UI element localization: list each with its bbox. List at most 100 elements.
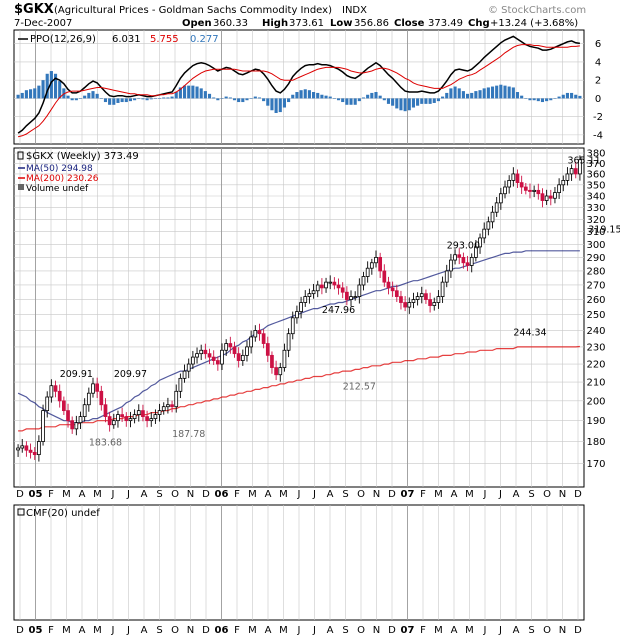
ppo-histogram-bar <box>320 94 324 99</box>
price-candle-body <box>311 290 316 295</box>
ppo-histogram-bar <box>499 84 503 99</box>
price-candle-body <box>16 447 20 451</box>
price-candle-body <box>116 414 120 422</box>
price-legend-title: $GKX (Weekly) 373.49 <box>26 151 139 162</box>
ppo-histogram-bar <box>291 94 295 99</box>
price-candle-body <box>249 336 253 348</box>
ppo-histogram-bar <box>353 98 357 105</box>
price-candle-body <box>320 284 324 289</box>
ma200-line <box>18 345 580 432</box>
price-tick-label: 180 <box>586 437 605 448</box>
month-label: A <box>141 625 148 636</box>
price-candles <box>16 155 582 462</box>
month-label: N <box>559 625 566 636</box>
price-candle-body <box>215 360 220 365</box>
ppo-histogram-bar <box>20 92 24 99</box>
price-candle-body <box>95 383 100 392</box>
ppo-histogram-bar <box>78 98 83 99</box>
open-value: 360.33 <box>213 18 248 29</box>
price-annotation: 293.00 <box>447 240 480 251</box>
price-candle-body <box>174 390 179 408</box>
month-label: J <box>312 489 316 500</box>
price-candle-body <box>378 256 383 272</box>
price-candle-body <box>195 353 199 358</box>
ppo-histogram-bar <box>324 95 328 99</box>
price-candle-body <box>182 370 187 379</box>
ppo-histogram-bar <box>287 98 291 103</box>
low-value: 356.86 <box>354 18 389 29</box>
chg-label: Chg <box>468 18 490 29</box>
price-tick-label: 330 <box>586 203 605 214</box>
month-label: J <box>297 489 301 500</box>
price-candle-body <box>228 343 233 348</box>
price-candle-body <box>74 422 79 430</box>
ppo-histogram-bar <box>274 98 278 113</box>
ppo-histogram-bar <box>515 92 520 99</box>
price-candle-body <box>128 418 133 422</box>
ppo-histogram-bar <box>457 88 461 99</box>
open-label: Open <box>182 18 212 29</box>
price-candle-body <box>419 293 424 297</box>
ppo-histogram-bar <box>374 92 378 99</box>
month-label: O <box>543 625 551 636</box>
month-label: A <box>451 625 458 636</box>
price-candle-body <box>136 410 141 416</box>
ppo-histogram-bar <box>528 98 532 101</box>
month-label: M <box>465 489 474 500</box>
price-candle-body <box>303 296 308 303</box>
ppo-histogram-bar <box>474 91 478 99</box>
price-candle-body <box>170 404 174 408</box>
ppo-histogram-bar <box>170 96 174 99</box>
chg-value: +13.24 (+3.68%) <box>490 18 578 29</box>
ppo-histogram-bar <box>158 98 162 99</box>
month-label: J <box>483 489 487 500</box>
price-candle-body <box>265 343 270 356</box>
ppo-histogram-bar <box>237 98 241 103</box>
month-label: D <box>388 489 396 500</box>
close-value: 373.49 <box>428 18 463 29</box>
month-label: M <box>465 625 474 636</box>
price-candle-body <box>141 410 145 418</box>
month-label: J <box>498 489 502 500</box>
price-candle-body <box>78 416 83 424</box>
month-label: N <box>373 489 380 500</box>
month-label: M <box>248 625 257 636</box>
month-label: J <box>111 489 115 500</box>
ppo-histogram-bar <box>511 87 515 99</box>
ppo-histogram-bar <box>399 98 403 111</box>
price-tick-label: 220 <box>586 360 605 371</box>
price-candle-body <box>111 420 116 426</box>
chart-description: (Agricultural Prices - Goldman Sachs Com… <box>54 5 332 16</box>
ppo-histogram-bar <box>220 98 224 99</box>
ppo-value: 6.031 <box>112 34 141 45</box>
ppo-histogram-bar <box>228 97 232 99</box>
ppo-histogram-bar <box>83 95 87 99</box>
ppo-histogram-bar <box>178 87 182 99</box>
price-candle-body <box>428 299 432 306</box>
month-label: M <box>434 489 443 500</box>
indicator-lines <box>17 35 581 432</box>
price-candle-body <box>540 193 545 201</box>
ppo-histogram-bar <box>524 98 528 99</box>
ppo-histogram-bar <box>565 92 569 99</box>
price-candle-body <box>157 410 162 416</box>
ppo-histogram-bar <box>87 92 91 99</box>
price-candle-body <box>278 367 283 376</box>
ppo-histogram-bar <box>357 98 361 102</box>
month-label: J <box>126 625 130 636</box>
ppo-histogram-bar <box>486 87 490 99</box>
grid-layer <box>14 30 584 620</box>
ppo-histogram-bar <box>187 85 191 99</box>
ppo-histogram-bar <box>33 88 37 99</box>
price-candle-body <box>353 296 358 298</box>
ppo-histogram-bar <box>307 90 311 99</box>
price-candle-body <box>469 256 474 266</box>
price-candle-body <box>536 189 541 195</box>
month-label: M <box>93 625 102 636</box>
ppo-histogram-bar <box>199 88 203 99</box>
ppo-histogram-bar <box>532 98 536 101</box>
price-annotation: 247.96 <box>322 305 355 316</box>
price-candle-body <box>270 354 274 368</box>
price-candle-body <box>53 385 58 392</box>
ppo-histogram-bar <box>16 94 20 99</box>
